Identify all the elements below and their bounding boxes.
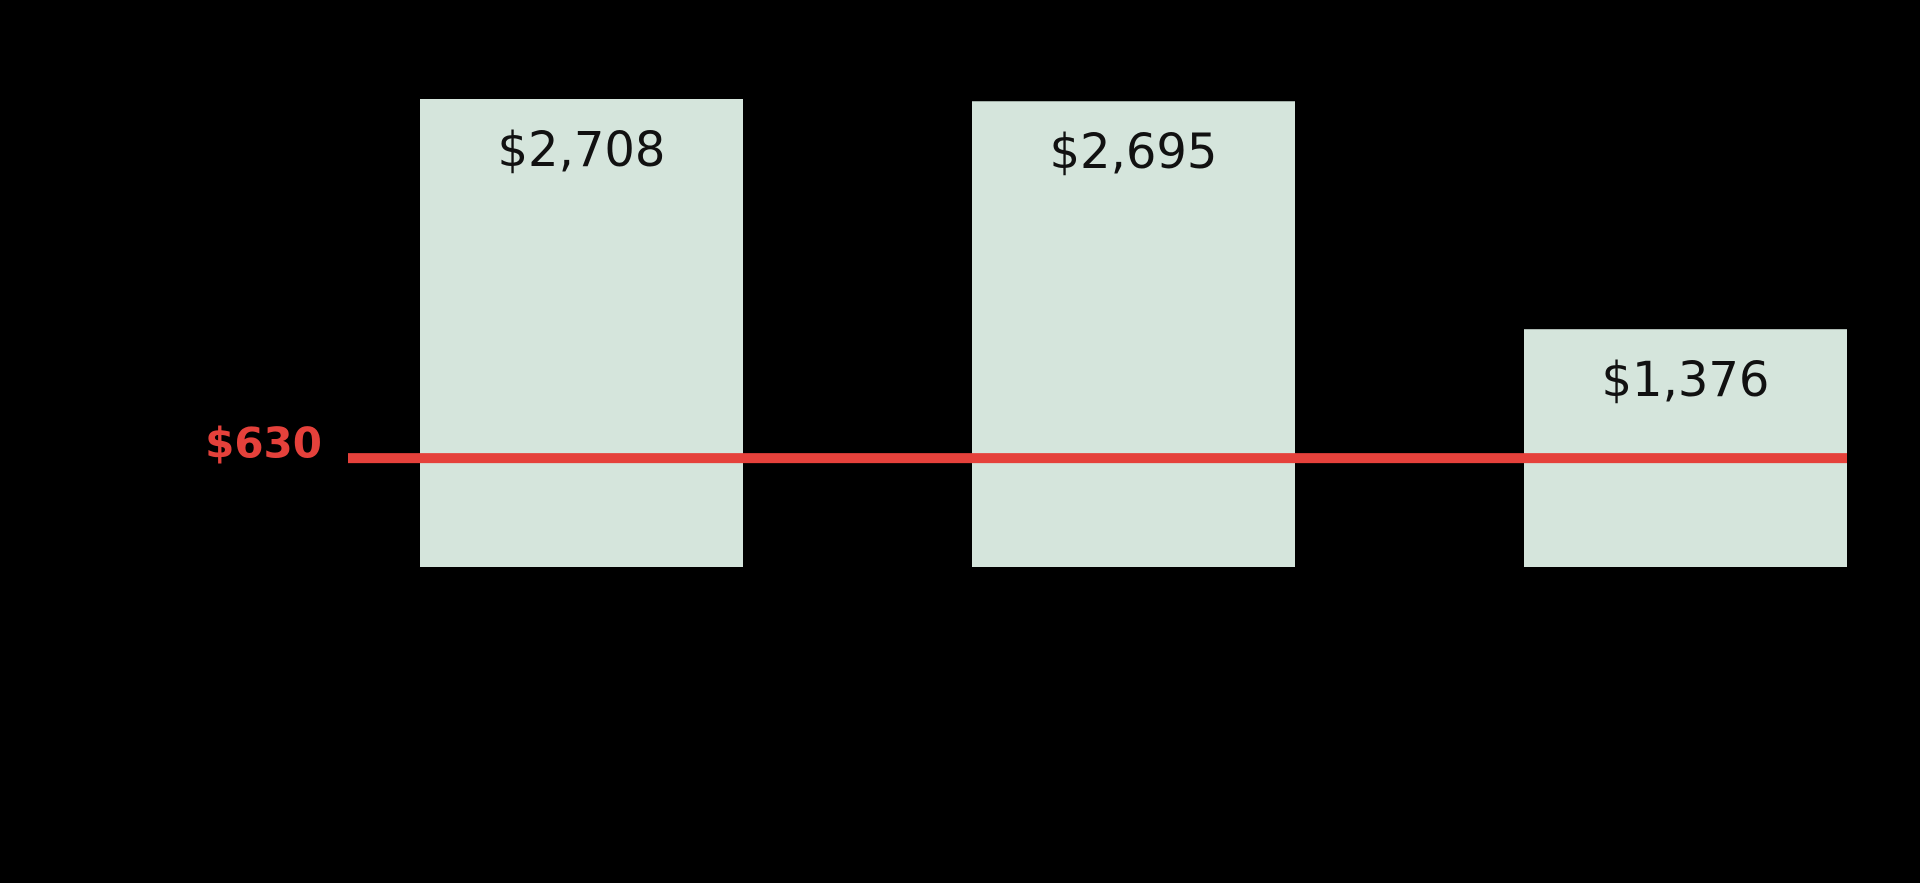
bar [972,101,1295,567]
bar [420,99,743,567]
bar [1524,329,1847,567]
value-label: $1,376 [1602,352,1770,408]
value-label: $2,708 [498,122,666,178]
value-label: $2,695 [1050,124,1218,180]
reference-label: $630 [205,419,322,468]
